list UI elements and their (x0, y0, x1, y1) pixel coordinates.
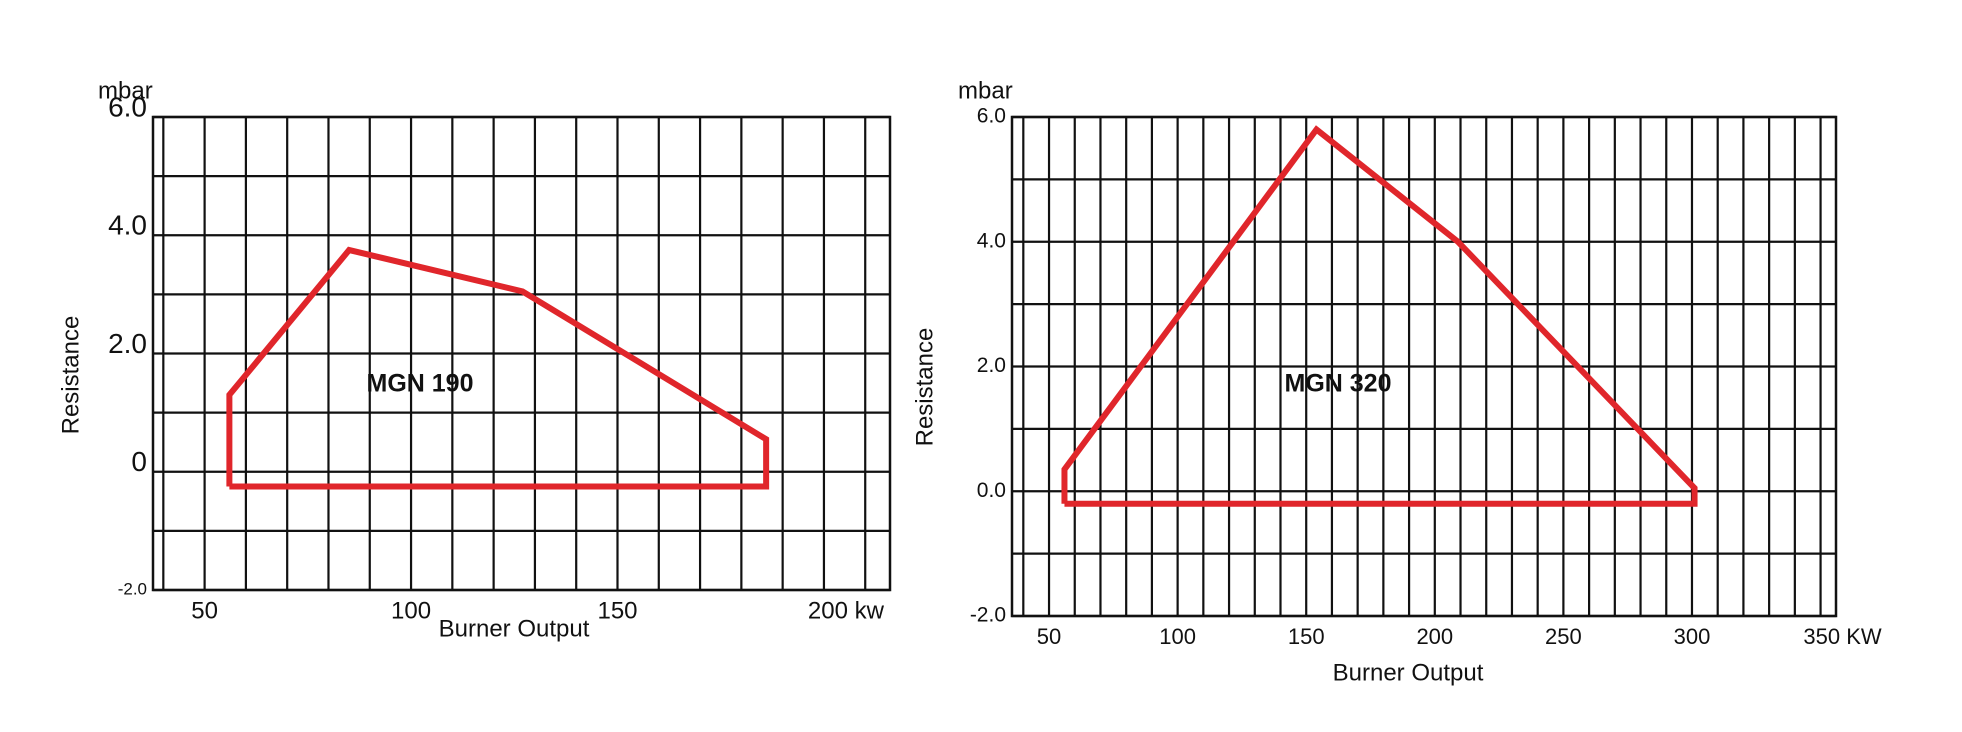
model-label: MGN 320 (1285, 370, 1392, 398)
plot-frame (1010, 115, 1838, 618)
x-tick-label: 300 (1674, 624, 1711, 649)
y-unit: mbar (958, 77, 1013, 104)
y-tick-label: 6.0 (977, 105, 1006, 128)
y-tick-label: 2.0 (108, 328, 147, 359)
y-tick-label: -2.0 (970, 604, 1006, 627)
x-tick-label: 200 kw (808, 597, 885, 624)
y-axis-label: Resistance (57, 316, 84, 435)
x-tick-label: 50 (1037, 624, 1061, 649)
y-tick-label: 0.0 (977, 479, 1006, 502)
y-tick-label: 4.0 (108, 210, 147, 241)
x-tick-label: 50 (191, 597, 218, 624)
y-tick-label: -2.0 (118, 579, 147, 598)
model-label: MGN 190 (367, 370, 474, 398)
envelope-line (1061, 125, 1698, 507)
y-tick-label: 2.0 (977, 354, 1006, 377)
plot-frame (151, 115, 892, 592)
y-axis-label: Resistance (911, 328, 938, 447)
x-tick-label: 100 (1159, 624, 1196, 649)
x-axis-label: Burner Output (1333, 659, 1484, 686)
envelope-line (226, 246, 770, 490)
x-tick-label: 200 (1416, 624, 1453, 649)
y-unit: mbar (98, 77, 153, 104)
x-tick-label: 350 KW (1803, 624, 1881, 649)
x-tick-label: 250 (1545, 624, 1582, 649)
y-tick-label: 4.0 (977, 229, 1006, 252)
x-axis-label: Burner Output (439, 615, 590, 642)
y-tick-label: 6.0 (108, 91, 147, 122)
y-tick-label: 0 (131, 446, 147, 477)
x-tick-label: 150 (1288, 624, 1325, 649)
x-tick-label: 150 (597, 597, 637, 624)
x-tick-label: 100 (391, 597, 431, 624)
